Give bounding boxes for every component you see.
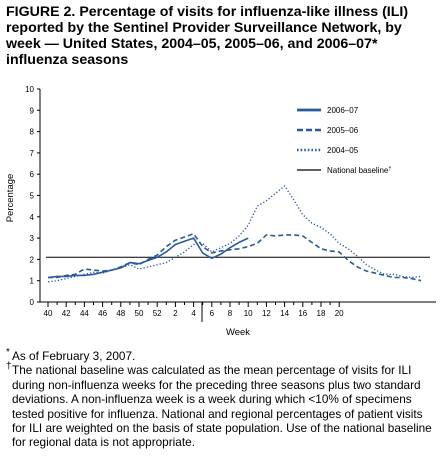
- x-tick-label: 40: [44, 309, 53, 318]
- series-layer: [47, 185, 422, 283]
- legend-footnote-marker: †: [388, 166, 391, 172]
- footnote-text: The national baseline was calculated as …: [12, 363, 432, 450]
- x-tick-label: 48: [116, 309, 125, 318]
- x-tick-label: 10: [244, 309, 253, 318]
- x-tick-label: 44: [80, 309, 89, 318]
- x-tick-label: 20: [335, 309, 344, 318]
- y-tick-label: 9: [30, 106, 35, 115]
- footnote-symbol: *: [6, 347, 10, 358]
- y-axis-label: Percentage: [5, 174, 16, 223]
- y-tick-label: 2: [30, 255, 35, 264]
- x-axis-label: Week: [226, 327, 250, 338]
- footnote-as-of: * As of February 3, 2007.: [6, 347, 438, 363]
- x-tick-label: 16: [298, 309, 307, 318]
- x-tick-label: 42: [62, 309, 71, 318]
- footnote-symbol: †: [6, 361, 12, 373]
- series-line: [47, 185, 422, 283]
- legend-label: National baseline†: [327, 166, 391, 175]
- x-tick-label: 46: [98, 309, 107, 318]
- y-tick-label: 8: [30, 128, 35, 137]
- y-tick-label: 4: [30, 213, 35, 222]
- legend-label: 2006–07: [327, 106, 359, 115]
- x-tick-label: 14: [280, 309, 289, 318]
- y-tick-label: 3: [30, 234, 35, 243]
- x-tick-label: 2: [173, 309, 178, 318]
- series-line: [47, 237, 249, 279]
- y-tick-label: 6: [30, 170, 35, 179]
- x-axis-ticks: 40 42 44 46 48 50 52 2 4 6 8 10 12 14 16 18 20: [44, 302, 344, 318]
- footnote-baseline: † The national baseline was calculated as…: [6, 361, 438, 450]
- figure-title: FIGURE 2. Percentage of visits for influ…: [6, 4, 409, 68]
- y-tick-label: 7: [30, 149, 35, 158]
- y-axis-ticks: 0 1 2 3 4 5 6 7 8 9 10: [25, 85, 40, 307]
- x-tick-label: 18: [317, 309, 326, 318]
- y-tick-label: 10: [25, 85, 34, 94]
- y-tick-label: 5: [30, 192, 35, 201]
- x-tick-label: 8: [228, 309, 233, 318]
- x-tick-label: 6: [210, 309, 215, 318]
- y-tick-label: 0: [30, 298, 35, 307]
- x-tick-label: 4: [191, 309, 196, 318]
- legend-label: 2004–05: [327, 146, 359, 155]
- legend-label: 2005–06: [327, 126, 359, 135]
- footnotes: * As of February 3, 2007. † The national b…: [6, 347, 438, 450]
- x-tick-label: 12: [262, 309, 271, 318]
- x-tick-label: 50: [135, 309, 144, 318]
- chart-legend: 2006–07 2005–06 2004–05 National baseline†: [297, 106, 391, 175]
- footnote-text: As of February 3, 2007.: [12, 349, 136, 363]
- y-tick-label: 1: [30, 277, 35, 286]
- x-tick-label: 52: [153, 309, 162, 318]
